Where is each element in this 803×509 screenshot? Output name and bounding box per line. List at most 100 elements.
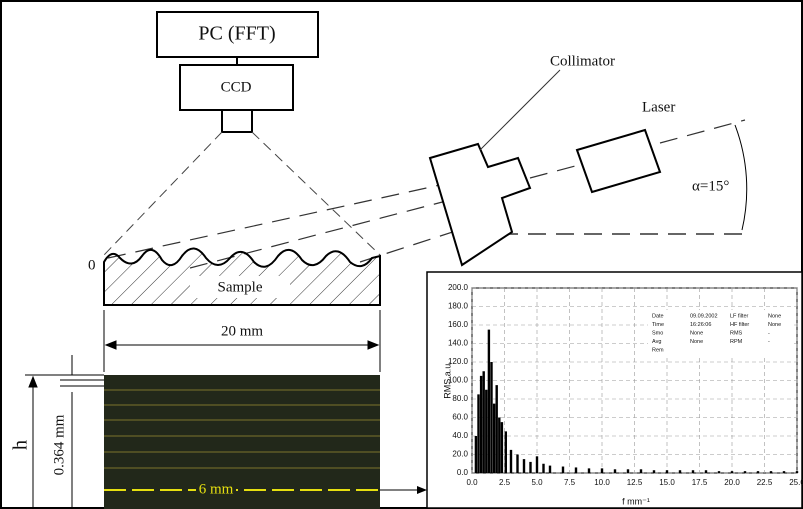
view-cone — [104, 132, 380, 255]
angle-arc — [735, 125, 747, 230]
x-tick-label: 10.0 — [594, 478, 610, 487]
spectrum-bar — [562, 467, 564, 473]
spectrum-bar — [510, 450, 512, 473]
spectrum-bar — [483, 371, 485, 473]
spectrum-bar — [490, 362, 492, 473]
y-tick-label: 140.0 — [448, 339, 469, 348]
y-tick-label: 80.0 — [452, 394, 468, 403]
info-text: - — [768, 339, 770, 345]
spectrum-bar — [679, 470, 681, 473]
pitch-label: 0.364 mm — [51, 414, 67, 475]
info-text: Smo — [652, 330, 663, 336]
x-tick-label: 2.5 — [499, 478, 511, 487]
x-axis-label: f mm⁻¹ — [622, 496, 650, 506]
spectrum-bar — [480, 376, 482, 473]
angle-label: α=15° — [692, 178, 729, 194]
x-tick-label: 15.0 — [659, 478, 675, 487]
info-text: None — [768, 322, 781, 328]
info-text: HF filter — [730, 322, 749, 328]
y-tick-label: 60.0 — [452, 413, 468, 422]
info-text: - — [768, 330, 770, 336]
info-text: None — [690, 339, 703, 345]
x-tick-label: 12.5 — [627, 478, 643, 487]
x-tick-label: 0.0 — [466, 478, 478, 487]
y-tick-label: 40.0 — [452, 431, 468, 440]
info-text: None — [768, 313, 781, 319]
spectrum-bar — [485, 390, 487, 473]
spectrum-bar — [705, 470, 707, 473]
lens — [222, 110, 252, 132]
spectrum-bar — [493, 404, 495, 473]
info-text: Rem — [652, 347, 664, 353]
spectrum-bar — [529, 462, 531, 473]
x-tick-label: 7.5 — [564, 478, 576, 487]
x-tick-label: 25.0 — [789, 478, 803, 487]
laser — [577, 130, 660, 192]
pc-label: PC (FFT) — [198, 23, 275, 45]
spectrum-bar — [516, 455, 518, 474]
spectrum-bar — [692, 470, 694, 473]
x-tick-label: 20.0 — [724, 478, 740, 487]
spectrum-bar — [757, 471, 759, 473]
spectrum-bar — [627, 469, 629, 473]
x-tick-label: 22.5 — [757, 478, 773, 487]
spectrum-bar — [575, 467, 577, 473]
spectrum-bar — [475, 436, 477, 473]
spectrum-bar — [488, 330, 490, 473]
info-text: RMS — [730, 330, 743, 336]
spectrum-bar — [588, 468, 590, 473]
y-tick-label: 180.0 — [448, 302, 469, 311]
info-text: None — [690, 330, 703, 336]
collimator — [430, 144, 530, 265]
diagram: PC (FFT) CCD α=15° Collimator Laser Samp… — [0, 0, 803, 509]
x-tick-label: 5.0 — [531, 478, 543, 487]
spectrum-bar — [542, 464, 544, 473]
spectrum-bar — [505, 431, 507, 473]
y-tick-label: 120.0 — [448, 357, 469, 366]
spectrum-bar — [501, 422, 503, 473]
sample-label: Sample — [218, 279, 263, 295]
laser-label: Laser — [642, 99, 675, 115]
dimension — [104, 310, 380, 372]
spectrum-bar — [770, 471, 772, 473]
y-tick-label: 160.0 — [448, 320, 469, 329]
info-text: Time — [652, 322, 664, 328]
spectrum-bar — [783, 471, 785, 473]
spectrum-bar — [731, 471, 733, 473]
spectrum-bar — [744, 471, 746, 473]
spectrum-bar — [601, 468, 603, 473]
spectrum-bar — [640, 469, 642, 473]
y-tick-label: 200.0 — [448, 283, 469, 292]
spectrum-bar — [477, 394, 479, 473]
spectrum-bar — [536, 456, 538, 473]
x-tick-label: 17.5 — [692, 478, 708, 487]
collimator-label: Collimator — [550, 53, 615, 69]
spectrum-chart: RMS a.u. f mm⁻¹ 0.020.040.060.080.0100.0… — [427, 272, 803, 508]
spectrum-bar — [496, 385, 498, 473]
info-text: Avg — [652, 339, 661, 345]
surface-image — [104, 375, 380, 509]
info-text: LF filter — [730, 313, 749, 319]
y-tick-label: 100.0 — [448, 376, 469, 385]
spectrum-bar — [498, 418, 500, 474]
spectrum-bar — [718, 471, 720, 473]
y-tick-label: 0.0 — [457, 468, 469, 477]
window-label: 6 mm — [199, 481, 234, 497]
h-label: h — [10, 440, 32, 450]
spectrum-bar — [549, 466, 551, 473]
info-text: Date — [652, 313, 664, 319]
width-label: 20 mm — [221, 323, 263, 339]
ccd-label: CCD — [221, 79, 252, 95]
arrow-head — [417, 486, 427, 494]
origin-label: 0 — [88, 257, 96, 273]
info-text: RPM — [730, 339, 743, 345]
info-text: 16:26:06 — [690, 322, 711, 328]
spectrum-bar — [523, 459, 525, 473]
spectrum-bar — [614, 469, 616, 473]
leader — [480, 70, 560, 150]
info-text: 09.09.2002 — [690, 313, 718, 319]
spectrum-bar — [796, 471, 798, 473]
spectrum-bar — [666, 470, 668, 473]
y-tick-label: 20.0 — [452, 450, 468, 459]
spectrum-bar — [653, 470, 655, 473]
